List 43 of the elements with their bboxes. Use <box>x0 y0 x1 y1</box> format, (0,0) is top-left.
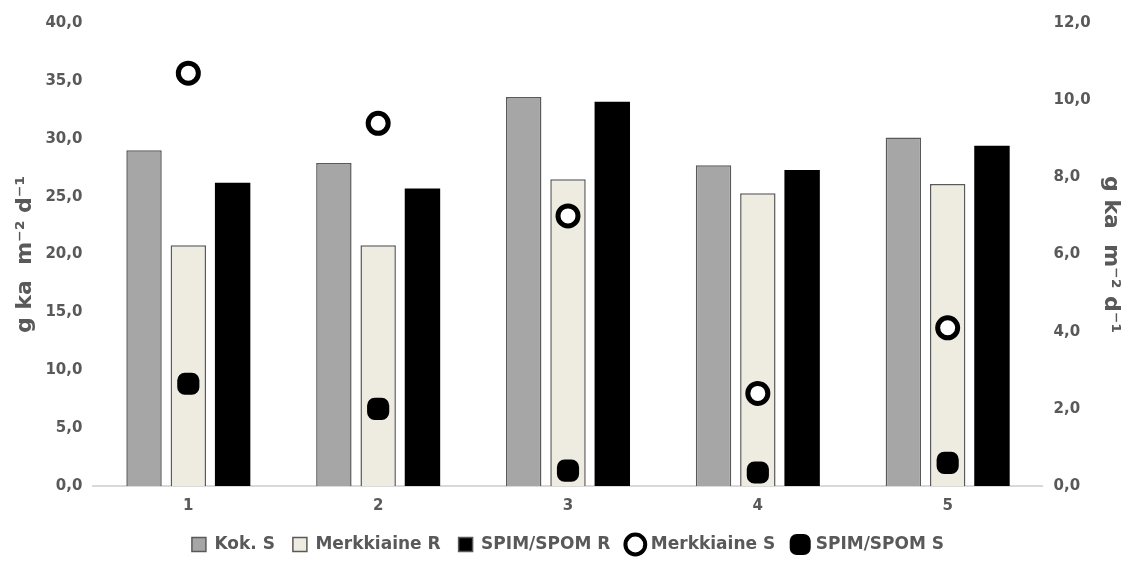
bar <box>214 182 251 486</box>
y2-tick-label: 4,0 <box>1053 321 1081 340</box>
bar <box>784 170 820 486</box>
legend-label: Merkkiaine R <box>315 532 441 553</box>
legend-label: SPIM/SPOM R <box>481 532 611 553</box>
y-tick-label: 0,0 <box>55 475 83 494</box>
y-tick-label: 10,0 <box>45 360 83 379</box>
bar <box>974 145 1010 486</box>
y-tick-label: 15,0 <box>45 302 83 321</box>
y-tick-label: 5,0 <box>55 418 83 437</box>
point <box>936 451 959 474</box>
point <box>935 315 961 341</box>
point <box>365 110 391 136</box>
bar <box>594 101 631 486</box>
x-tick-label: 1 <box>183 495 194 514</box>
legend-label: Merkkiaine S <box>650 532 776 553</box>
y2-tick-label: 12,0 <box>1053 12 1091 31</box>
y2-tick-label: 2,0 <box>1053 398 1081 417</box>
bar <box>404 188 441 486</box>
y-tick-label: 35,0 <box>45 70 83 89</box>
point <box>556 459 580 482</box>
legend-label: SPIM/SPOM S <box>815 532 945 553</box>
y2-tick-label: 0,0 <box>1053 475 1081 494</box>
y-tick-label: 30,0 <box>45 128 83 147</box>
x-tick-label: 2 <box>372 495 384 514</box>
y2-tick-label: 8,0 <box>1053 167 1081 186</box>
y-tick-label: 20,0 <box>45 244 83 263</box>
legend-label: Kok. S <box>214 532 275 553</box>
point <box>745 380 771 406</box>
y2-tick-label: 10,0 <box>1053 90 1091 109</box>
y2-tick-label: 6,0 <box>1053 244 1081 263</box>
x-tick-label: 3 <box>562 495 574 514</box>
point <box>746 461 769 484</box>
y-tick-label: 40,0 <box>45 12 83 31</box>
point <box>177 372 200 395</box>
x-tick-label: 5 <box>942 495 953 514</box>
point <box>555 203 581 229</box>
y2-axis-title: g ka m⁻² d⁻¹ <box>1100 175 1126 334</box>
y-axis-title: g ka m⁻² d⁻¹ <box>10 175 36 334</box>
y-tick-label: 25,0 <box>45 186 83 205</box>
point <box>175 60 201 86</box>
x-tick-label: 4 <box>752 495 764 514</box>
point <box>367 397 390 420</box>
